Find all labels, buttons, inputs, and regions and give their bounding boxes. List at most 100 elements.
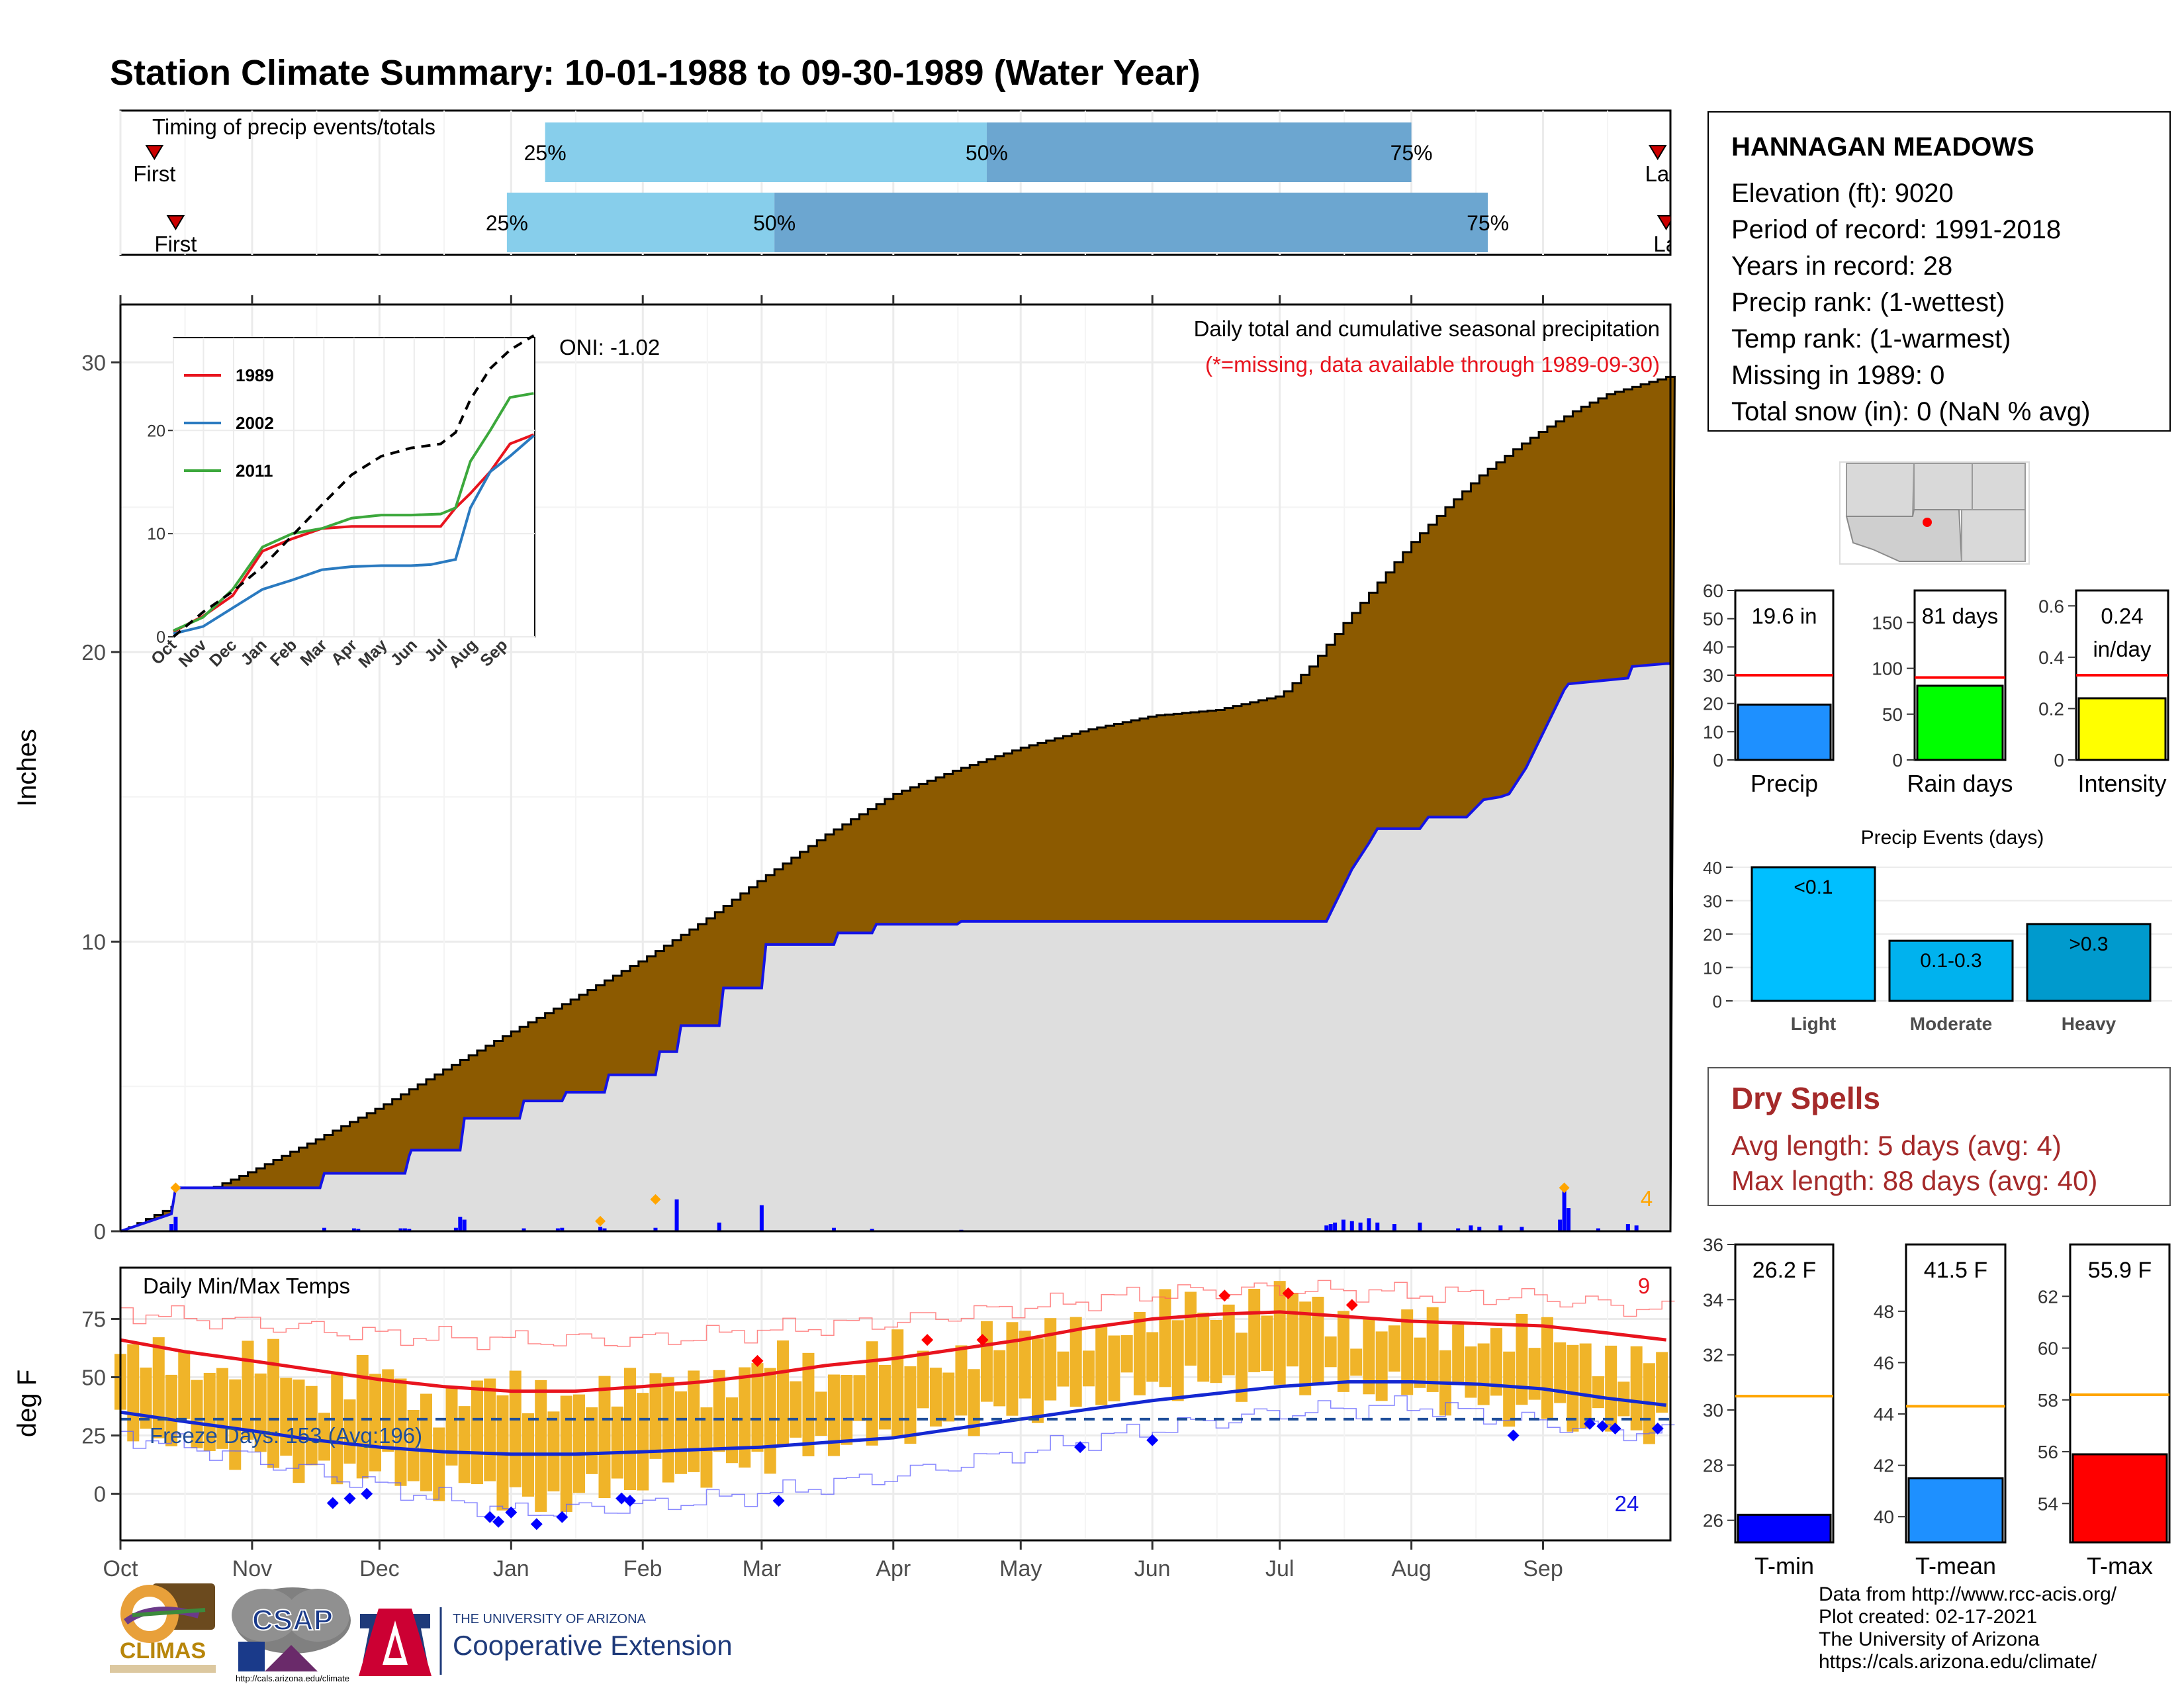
daily-temp-range-bar	[815, 1391, 827, 1436]
record-hot-marker	[1282, 1287, 1295, 1299]
t_min-category-label: T-min	[1754, 1552, 1814, 1579]
daily-temp-range-bar	[305, 1385, 318, 1466]
intensity-value-label: 0.24	[2101, 604, 2143, 628]
record-cold-marker	[1584, 1417, 1596, 1430]
daily-temp-range-bar	[891, 1329, 904, 1438]
last-event-marker	[1657, 215, 1670, 230]
daily-temp-range-bar	[1210, 1320, 1222, 1383]
summary-chart-t_mean: 40 42 44 46 48 41.5 F T-mean	[1874, 1243, 2007, 1579]
t_max-value-label: 55.9 F	[2088, 1258, 2152, 1283]
first-event-label: First	[154, 232, 197, 256]
daily-precip-bar	[453, 1227, 458, 1231]
daily-precip-bar	[1477, 1227, 1482, 1231]
timing-row-label: Avg	[70, 140, 107, 165]
credits: Data from http://www.rcc-acis.org/ Plot …	[1819, 1583, 2116, 1673]
daily-precip-bar	[1520, 1227, 1524, 1231]
daily-temp-range-bar	[1388, 1325, 1400, 1372]
timing-bar-25-50	[506, 193, 775, 252]
daily-temp-range-bar	[598, 1376, 611, 1498]
daily-temp-range-bar	[382, 1369, 394, 1452]
month-tick-label: Mar	[743, 1556, 782, 1581]
logos: CLIMAS CSAP http://cals.arizona.edu/clim…	[110, 1582, 733, 1683]
daily-temp-range-bar	[1490, 1328, 1502, 1396]
events-title: Precip Events (days)	[1861, 827, 2044, 849]
month-tick-label: Oct	[103, 1556, 138, 1581]
daily-temp-range-bar	[674, 1391, 687, 1474]
record-cold-marker	[492, 1515, 505, 1528]
credit-university: The University of Arizona	[1819, 1628, 2040, 1650]
station-location-dot	[1923, 518, 1932, 527]
record-hot-marker	[1345, 1299, 1358, 1311]
daily-precip-bar	[1562, 1188, 1567, 1231]
daily-precip-bar	[1328, 1224, 1333, 1231]
daily-temp-range-bar	[623, 1368, 636, 1490]
precip-extreme-marker	[595, 1215, 606, 1227]
daily-temp-range-bar	[458, 1406, 471, 1483]
rain_days-y-tick-label: 150	[1872, 612, 1903, 633]
daily-temp-range-bar	[1082, 1350, 1095, 1387]
inset-y-tick-label: 20	[147, 422, 165, 440]
daily-precip-bar	[1498, 1225, 1503, 1231]
daily-temp-range-bar	[1273, 1281, 1286, 1385]
daily-temp-range-bar	[1426, 1307, 1439, 1392]
daily-temp-range-bar	[1465, 1346, 1477, 1398]
temp-frame	[119, 1266, 1672, 1542]
station-precip-rank: Precip rank: (1-wettest)	[1731, 288, 2005, 317]
month-tick-label: Nov	[232, 1556, 272, 1581]
daily-precip-bar	[1456, 1228, 1461, 1231]
t_min-y-tick-label: 34	[1703, 1289, 1723, 1310]
month-tick-label: May	[999, 1556, 1042, 1581]
daily-temp-range-bar	[140, 1367, 152, 1429]
record-min-temp-line	[120, 1395, 1675, 1517]
t_min-y-tick-label: 28	[1703, 1455, 1723, 1476]
daily-temp-range-bar	[611, 1406, 623, 1479]
daily-temp-range-bar	[178, 1350, 191, 1419]
daily-precip-bar	[653, 1227, 658, 1231]
daily-temp-range-bar	[713, 1370, 725, 1452]
precip_total-y-tick-label: 20	[1703, 694, 1723, 714]
daily-temp-range-bar	[878, 1364, 891, 1430]
summary-chart-t_min: 26 28 30 32 34 36 26.2 F T-min	[1703, 1235, 1835, 1579]
daily-temp-range-bar	[267, 1338, 279, 1468]
daily-temp-range-bar	[700, 1407, 713, 1488]
t_mean-y-tick-label: 44	[1874, 1404, 1894, 1425]
record-cold-marker	[1146, 1434, 1159, 1446]
daily-temp-range-bar	[191, 1380, 203, 1448]
daily-precip-bar	[1367, 1218, 1371, 1231]
daily-temp-range-bar	[1554, 1342, 1567, 1403]
university-of-arizona-logo: THE UNIVERSITY OF ARIZONA Cooperative Ex…	[359, 1607, 733, 1676]
daily-temp-range-bar	[471, 1380, 483, 1485]
daily-temp-range-bar	[1592, 1376, 1604, 1409]
daily-temp-range-bar	[1184, 1291, 1197, 1366]
daily-temp-range-bar	[318, 1413, 330, 1461]
month-tick-label: Apr	[876, 1556, 911, 1581]
summary-chart-t_max: 54 56 58 60 62 55.9 F T-max	[2038, 1243, 2171, 1579]
inset-series-line-2011	[173, 392, 534, 632]
inset-series-line-1989	[173, 433, 535, 633]
daily-precip-bar	[402, 1228, 407, 1231]
daily-temp-range-bar	[1503, 1351, 1516, 1427]
hot-day-count: 9	[1638, 1274, 1650, 1298]
dry-spells-title: Dry Spells	[1731, 1081, 1880, 1115]
daily-temp-range-bar	[127, 1344, 140, 1442]
rain_days-category-label: Rain days	[1907, 770, 2013, 797]
daily-temp-range-bar	[572, 1394, 585, 1493]
daily-temp-range-bar	[980, 1321, 993, 1402]
daily-precip-bar	[598, 1227, 603, 1231]
daily-temp-range-bar	[1006, 1322, 1019, 1416]
daily-temp-range-bar	[649, 1373, 662, 1459]
rain_days-y-tick-label: 100	[1872, 659, 1903, 679]
intensity-value-unit: in/day	[2093, 637, 2152, 661]
timing-p75-label: 75%	[1467, 211, 1509, 235]
precip_total-y-tick-label: 60	[1703, 581, 1723, 601]
events-bar-label: >0.3	[2069, 933, 2108, 955]
daily-precip-bar	[173, 1217, 178, 1231]
precip_total-y-tick-label: 0	[1713, 750, 1723, 771]
intensity-bar	[2077, 697, 2167, 761]
events-category-label: Light	[1791, 1013, 1836, 1034]
daily-precip-bar	[462, 1219, 467, 1231]
daily-temp-range-bar	[1401, 1309, 1414, 1395]
record-hot-marker	[751, 1354, 764, 1367]
daily-temp-range-bar	[942, 1372, 955, 1422]
dry-spells-box: Dry Spells Avg length: 5 days (avg: 4) M…	[1707, 1067, 2171, 1206]
